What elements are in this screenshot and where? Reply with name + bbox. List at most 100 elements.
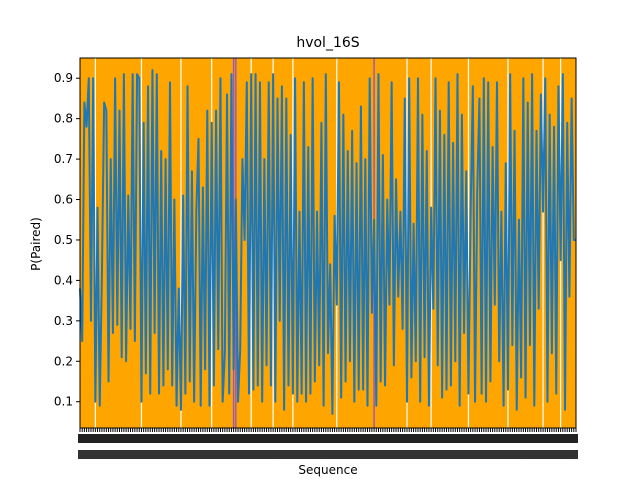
x-tick-label [181,450,186,459]
y-tick-label: 0.5 [54,233,73,247]
x-tick-label [203,434,208,443]
x-tick-label [565,434,570,443]
x-tick-label [343,450,348,459]
x-tick-label [525,450,530,459]
x-tick-label [117,450,122,459]
x-tick-label [222,450,227,459]
x-tick-label [347,434,352,443]
x-tick-label [91,434,96,443]
x-tick-label [380,434,385,443]
x-tick-label [464,434,469,443]
x-tick-label [459,450,464,459]
x-tick-label [519,450,524,459]
x-tick-label [556,434,561,443]
x-tick-label [440,450,445,459]
x-tick-label [244,450,249,459]
x-tick-label [326,434,330,443]
x-tick-label [88,434,93,443]
x-tick-label [409,434,414,443]
x-tick-label [295,450,300,459]
x-tick-label [157,450,162,459]
x-tick-label [547,450,552,459]
x-tick-label [512,450,517,459]
x-tick-label [492,434,497,443]
x-tick-label [345,450,350,459]
x-tick-label [189,450,194,459]
x-tick-label [321,434,326,443]
x-tick-label [152,450,157,459]
x-tick-label [538,434,543,443]
x-tick-label [154,450,159,459]
x-tick-label [308,434,313,443]
x-tick-label [209,450,214,459]
x-tick-label [549,450,554,459]
x-tick-label [277,450,282,459]
x-tick-label [165,450,170,459]
x-tick-label [534,434,539,443]
x-tick-label [354,450,359,459]
x-tick-label [106,450,111,459]
x-tick-label [211,434,216,443]
x-tick-label [560,434,565,443]
x-tick-label [356,434,361,443]
x-tick-label [187,450,192,459]
x-tick-label [391,434,396,443]
x-tick-label [154,434,159,443]
x-tick-label [541,434,546,443]
x-tick-label [214,450,219,459]
x-tick-label [490,450,495,459]
x-tick-label [556,450,561,459]
x-tick-label [275,434,280,443]
x-tick-label [150,434,155,443]
x-tick-label [242,434,247,443]
x-tick-label [86,434,91,443]
x-tick-label [306,450,311,459]
x-tick-label [567,450,572,459]
x-tick-label [159,450,164,459]
x-tick-label [286,434,291,443]
x-tick-label [534,450,539,459]
x-tick-label [78,434,82,443]
x-tick-label [231,450,236,459]
x-tick-label [130,450,135,459]
x-tick-label [95,450,100,459]
x-tick-label [532,450,537,459]
x-tick-label [484,450,489,459]
x-tick-label [117,434,122,443]
x-tick-label [106,434,111,443]
x-tick-label [453,450,458,459]
x-tick-label [519,434,524,443]
x-tick-label [426,434,431,443]
x-tick-label [477,450,482,459]
x-tick-label [455,450,460,459]
x-tick-label [80,450,85,459]
x-tick-label [527,434,532,443]
x-tick-label [128,434,133,443]
x-tick-label [229,450,234,459]
x-tick-label [236,450,241,459]
probability-series-line [79,69,576,415]
x-tick-label [363,434,368,443]
x-tick-label [227,434,232,443]
x-tick-label [249,450,254,459]
x-tick-label [273,434,278,443]
x-tick-label [312,434,317,443]
x-tick-label [82,434,87,443]
x-tick-label [233,434,238,443]
x-tick-label [163,450,168,459]
x-tick-label [437,434,442,443]
x-tick-label [437,450,442,459]
x-tick-label [336,434,341,443]
x-tick-label [424,450,429,459]
x-tick-label [385,450,390,459]
x-tick-label [418,434,423,443]
x-tick-label [225,450,230,459]
x-tick-label [108,434,113,443]
x-tick-label [279,434,284,443]
x-tick-label [225,434,230,443]
x-tick-label [459,434,464,443]
x-tick-label [192,434,197,443]
x-tick-label [328,434,333,443]
x-tick-label [146,450,151,459]
x-tick-label [271,434,276,443]
